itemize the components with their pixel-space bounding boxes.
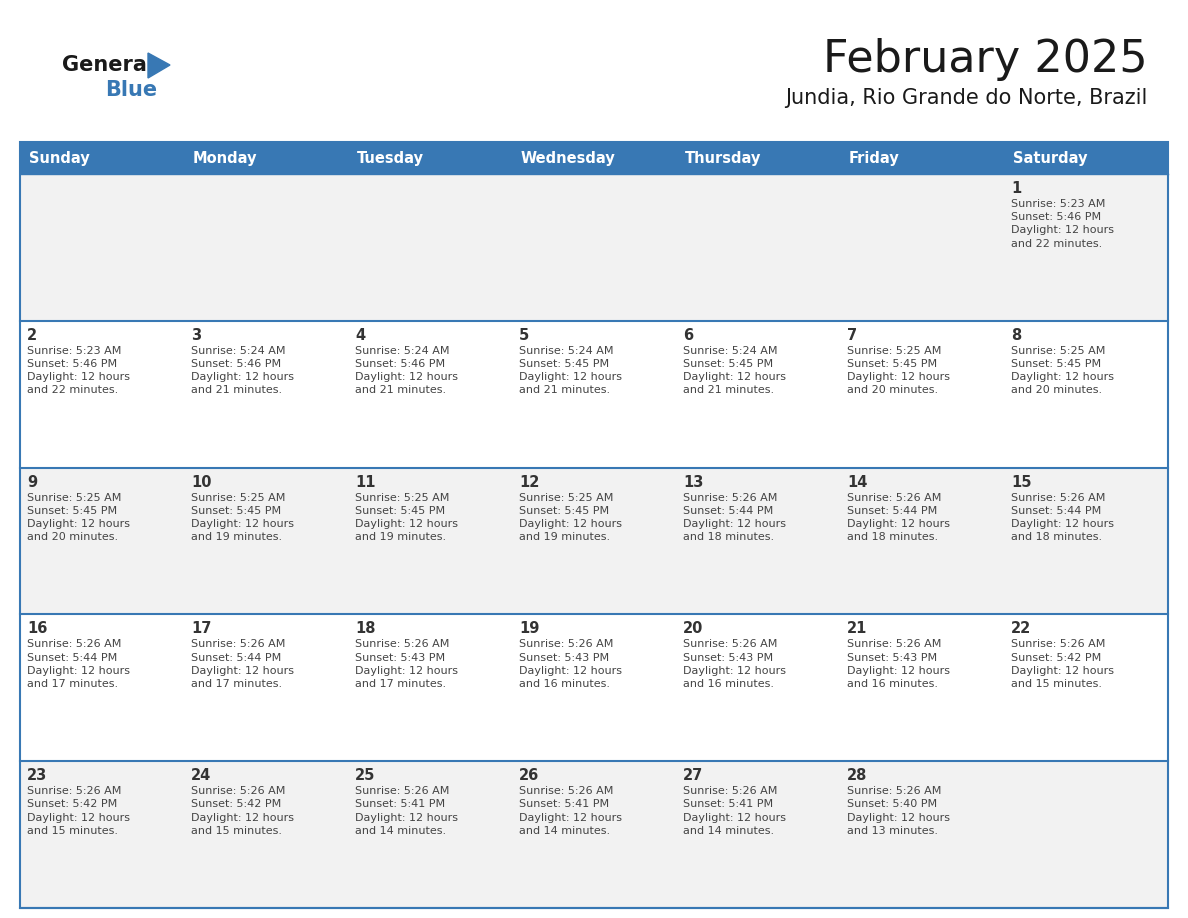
Text: Monday: Monday bbox=[192, 151, 258, 165]
Text: Sunrise: 5:26 AM
Sunset: 5:44 PM
Daylight: 12 hours
and 17 minutes.: Sunrise: 5:26 AM Sunset: 5:44 PM Dayligh… bbox=[27, 640, 129, 689]
Text: Sunrise: 5:24 AM
Sunset: 5:46 PM
Daylight: 12 hours
and 21 minutes.: Sunrise: 5:24 AM Sunset: 5:46 PM Dayligh… bbox=[355, 346, 459, 396]
Text: Sunrise: 5:26 AM
Sunset: 5:44 PM
Daylight: 12 hours
and 18 minutes.: Sunrise: 5:26 AM Sunset: 5:44 PM Dayligh… bbox=[683, 493, 786, 543]
Bar bbox=[20, 142, 1168, 174]
Text: 1: 1 bbox=[1011, 181, 1022, 196]
Text: Saturday: Saturday bbox=[1013, 151, 1087, 165]
Text: 14: 14 bbox=[847, 475, 867, 489]
Text: 25: 25 bbox=[355, 768, 375, 783]
Text: Sunrise: 5:26 AM
Sunset: 5:44 PM
Daylight: 12 hours
and 18 minutes.: Sunrise: 5:26 AM Sunset: 5:44 PM Dayligh… bbox=[847, 493, 950, 543]
Text: 22: 22 bbox=[1011, 621, 1031, 636]
Text: Sunrise: 5:26 AM
Sunset: 5:40 PM
Daylight: 12 hours
and 13 minutes.: Sunrise: 5:26 AM Sunset: 5:40 PM Dayligh… bbox=[847, 786, 950, 835]
Text: Sunrise: 5:25 AM
Sunset: 5:45 PM
Daylight: 12 hours
and 20 minutes.: Sunrise: 5:25 AM Sunset: 5:45 PM Dayligh… bbox=[1011, 346, 1114, 396]
Bar bbox=[20, 467, 1168, 614]
Text: 20: 20 bbox=[683, 621, 703, 636]
Text: Sunrise: 5:26 AM
Sunset: 5:43 PM
Daylight: 12 hours
and 16 minutes.: Sunrise: 5:26 AM Sunset: 5:43 PM Dayligh… bbox=[847, 640, 950, 689]
Text: 23: 23 bbox=[27, 768, 48, 783]
Text: Thursday: Thursday bbox=[685, 151, 762, 165]
Text: Sunrise: 5:26 AM
Sunset: 5:43 PM
Daylight: 12 hours
and 16 minutes.: Sunrise: 5:26 AM Sunset: 5:43 PM Dayligh… bbox=[519, 640, 623, 689]
Bar bbox=[20, 614, 1168, 761]
Text: 11: 11 bbox=[355, 475, 375, 489]
Text: Sunrise: 5:26 AM
Sunset: 5:43 PM
Daylight: 12 hours
and 16 minutes.: Sunrise: 5:26 AM Sunset: 5:43 PM Dayligh… bbox=[683, 640, 786, 689]
Text: 17: 17 bbox=[191, 621, 211, 636]
Bar bbox=[20, 142, 1168, 908]
Text: 9: 9 bbox=[27, 475, 37, 489]
Polygon shape bbox=[148, 53, 170, 78]
Text: 8: 8 bbox=[1011, 328, 1022, 342]
Text: 4: 4 bbox=[355, 328, 365, 342]
Text: Wednesday: Wednesday bbox=[522, 151, 615, 165]
Text: Sunrise: 5:26 AM
Sunset: 5:41 PM
Daylight: 12 hours
and 14 minutes.: Sunrise: 5:26 AM Sunset: 5:41 PM Dayligh… bbox=[683, 786, 786, 835]
Text: February 2025: February 2025 bbox=[823, 38, 1148, 81]
Bar bbox=[20, 320, 1168, 467]
Text: 5: 5 bbox=[519, 328, 529, 342]
Text: 21: 21 bbox=[847, 621, 867, 636]
Text: 7: 7 bbox=[847, 328, 857, 342]
Text: 24: 24 bbox=[191, 768, 211, 783]
Text: Sunrise: 5:24 AM
Sunset: 5:45 PM
Daylight: 12 hours
and 21 minutes.: Sunrise: 5:24 AM Sunset: 5:45 PM Dayligh… bbox=[519, 346, 623, 396]
Text: Sunrise: 5:26 AM
Sunset: 5:44 PM
Daylight: 12 hours
and 17 minutes.: Sunrise: 5:26 AM Sunset: 5:44 PM Dayligh… bbox=[191, 640, 293, 689]
Text: 13: 13 bbox=[683, 475, 703, 489]
Bar bbox=[20, 761, 1168, 908]
Text: 10: 10 bbox=[191, 475, 211, 489]
Text: Sunrise: 5:26 AM
Sunset: 5:41 PM
Daylight: 12 hours
and 14 minutes.: Sunrise: 5:26 AM Sunset: 5:41 PM Dayligh… bbox=[355, 786, 459, 835]
Text: Sunrise: 5:26 AM
Sunset: 5:41 PM
Daylight: 12 hours
and 14 minutes.: Sunrise: 5:26 AM Sunset: 5:41 PM Dayligh… bbox=[519, 786, 623, 835]
Text: Sunrise: 5:26 AM
Sunset: 5:42 PM
Daylight: 12 hours
and 15 minutes.: Sunrise: 5:26 AM Sunset: 5:42 PM Dayligh… bbox=[27, 786, 129, 835]
Text: 16: 16 bbox=[27, 621, 48, 636]
Text: Sunrise: 5:25 AM
Sunset: 5:45 PM
Daylight: 12 hours
and 19 minutes.: Sunrise: 5:25 AM Sunset: 5:45 PM Dayligh… bbox=[519, 493, 623, 543]
Text: Sunrise: 5:25 AM
Sunset: 5:45 PM
Daylight: 12 hours
and 20 minutes.: Sunrise: 5:25 AM Sunset: 5:45 PM Dayligh… bbox=[847, 346, 950, 396]
Text: 2: 2 bbox=[27, 328, 37, 342]
Text: Sunrise: 5:26 AM
Sunset: 5:42 PM
Daylight: 12 hours
and 15 minutes.: Sunrise: 5:26 AM Sunset: 5:42 PM Dayligh… bbox=[191, 786, 293, 835]
Text: Sunrise: 5:26 AM
Sunset: 5:43 PM
Daylight: 12 hours
and 17 minutes.: Sunrise: 5:26 AM Sunset: 5:43 PM Dayligh… bbox=[355, 640, 459, 689]
Text: 6: 6 bbox=[683, 328, 693, 342]
Text: Sunrise: 5:24 AM
Sunset: 5:46 PM
Daylight: 12 hours
and 21 minutes.: Sunrise: 5:24 AM Sunset: 5:46 PM Dayligh… bbox=[191, 346, 293, 396]
Text: Friday: Friday bbox=[849, 151, 899, 165]
Text: Sunrise: 5:26 AM
Sunset: 5:42 PM
Daylight: 12 hours
and 15 minutes.: Sunrise: 5:26 AM Sunset: 5:42 PM Dayligh… bbox=[1011, 640, 1114, 689]
Text: Jundia, Rio Grande do Norte, Brazil: Jundia, Rio Grande do Norte, Brazil bbox=[785, 88, 1148, 108]
Text: Sunday: Sunday bbox=[29, 151, 90, 165]
Text: 18: 18 bbox=[355, 621, 375, 636]
Text: 15: 15 bbox=[1011, 475, 1031, 489]
Text: Sunrise: 5:26 AM
Sunset: 5:44 PM
Daylight: 12 hours
and 18 minutes.: Sunrise: 5:26 AM Sunset: 5:44 PM Dayligh… bbox=[1011, 493, 1114, 543]
Text: 26: 26 bbox=[519, 768, 539, 783]
Bar bbox=[20, 174, 1168, 320]
Text: Sunrise: 5:25 AM
Sunset: 5:45 PM
Daylight: 12 hours
and 19 minutes.: Sunrise: 5:25 AM Sunset: 5:45 PM Dayligh… bbox=[191, 493, 293, 543]
Text: 12: 12 bbox=[519, 475, 539, 489]
Text: Sunrise: 5:24 AM
Sunset: 5:45 PM
Daylight: 12 hours
and 21 minutes.: Sunrise: 5:24 AM Sunset: 5:45 PM Dayligh… bbox=[683, 346, 786, 396]
Text: Sunrise: 5:23 AM
Sunset: 5:46 PM
Daylight: 12 hours
and 22 minutes.: Sunrise: 5:23 AM Sunset: 5:46 PM Dayligh… bbox=[1011, 199, 1114, 249]
Text: Sunrise: 5:25 AM
Sunset: 5:45 PM
Daylight: 12 hours
and 20 minutes.: Sunrise: 5:25 AM Sunset: 5:45 PM Dayligh… bbox=[27, 493, 129, 543]
Text: Sunrise: 5:25 AM
Sunset: 5:45 PM
Daylight: 12 hours
and 19 minutes.: Sunrise: 5:25 AM Sunset: 5:45 PM Dayligh… bbox=[355, 493, 459, 543]
Text: 3: 3 bbox=[191, 328, 201, 342]
Text: Sunrise: 5:23 AM
Sunset: 5:46 PM
Daylight: 12 hours
and 22 minutes.: Sunrise: 5:23 AM Sunset: 5:46 PM Dayligh… bbox=[27, 346, 129, 396]
Text: Blue: Blue bbox=[105, 80, 157, 100]
Text: 19: 19 bbox=[519, 621, 539, 636]
Text: 27: 27 bbox=[683, 768, 703, 783]
Text: Tuesday: Tuesday bbox=[358, 151, 424, 165]
Text: General: General bbox=[62, 55, 154, 75]
Text: 28: 28 bbox=[847, 768, 867, 783]
